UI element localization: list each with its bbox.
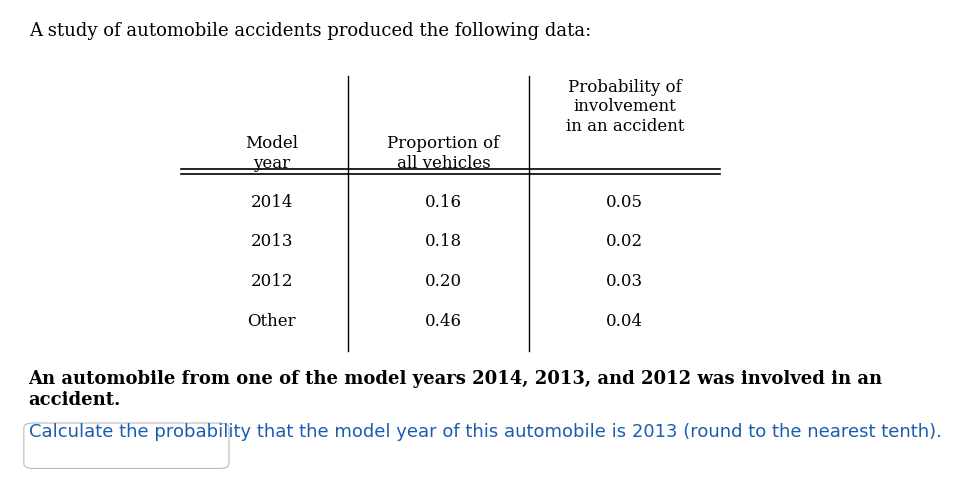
Text: 2013: 2013: [251, 233, 293, 250]
Text: 0.05: 0.05: [606, 194, 642, 211]
Text: 0.20: 0.20: [425, 273, 461, 290]
Text: A study of automobile accidents produced the following data:: A study of automobile accidents produced…: [29, 22, 590, 40]
Text: Other: Other: [248, 313, 295, 330]
Text: 0.18: 0.18: [425, 233, 461, 250]
Text: An automobile from one of the model years 2014, 2013, and 2012 was involved in a: An automobile from one of the model year…: [29, 370, 882, 409]
Text: 2014: 2014: [251, 194, 293, 211]
FancyBboxPatch shape: [24, 423, 229, 468]
Text: 0.03: 0.03: [606, 273, 642, 290]
Text: 0.02: 0.02: [606, 233, 642, 250]
Text: Calculate the probability that the model year of this automobile is 2013 (round : Calculate the probability that the model…: [29, 423, 941, 441]
Text: Model
year: Model year: [245, 135, 298, 172]
Text: 0.04: 0.04: [606, 313, 642, 330]
Text: Probability of
involvement
in an accident: Probability of involvement in an acciden…: [565, 79, 683, 135]
Text: 0.16: 0.16: [425, 194, 461, 211]
Text: Proportion of
all vehicles: Proportion of all vehicles: [387, 135, 499, 172]
Text: 2012: 2012: [251, 273, 293, 290]
Text: 0.46: 0.46: [425, 313, 461, 330]
